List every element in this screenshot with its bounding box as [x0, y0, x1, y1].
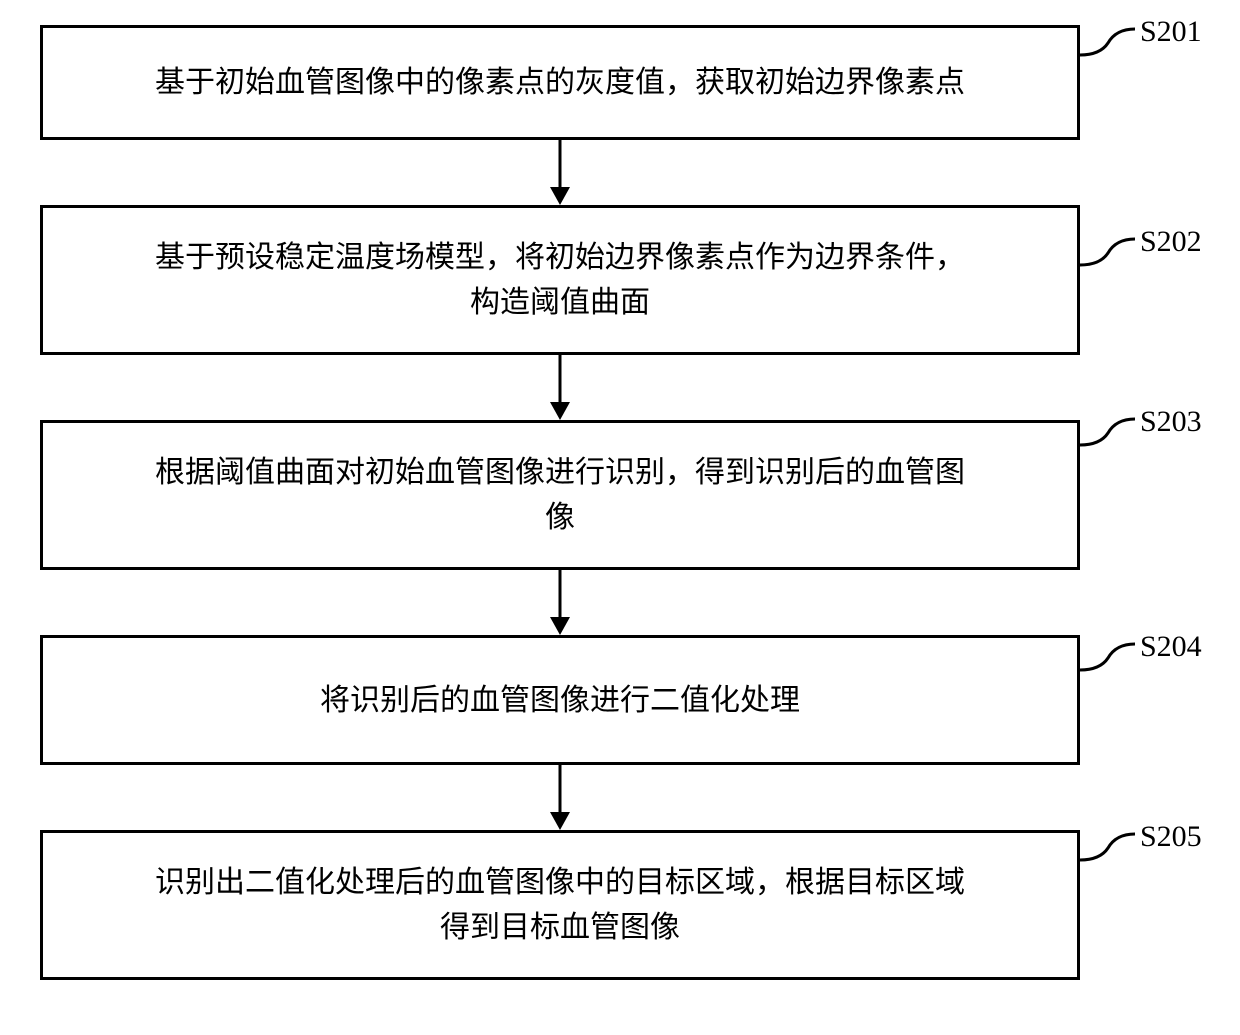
step-box-s202: 基于预设稳定温度场模型，将初始边界像素点作为边界条件， 构造阈值曲面: [40, 205, 1080, 355]
step-text-s201: 基于初始血管图像中的像素点的灰度值，获取初始边界像素点: [155, 60, 965, 105]
step-label-s203: S203: [1140, 405, 1202, 439]
step-label-s202: S202: [1140, 225, 1202, 259]
step-box-s205: 识别出二值化处理后的血管图像中的目标区域，根据目标区域 得到目标血管图像: [40, 830, 1080, 980]
step-text-s204: 将识别后的血管图像进行二值化处理: [320, 678, 800, 723]
arrow-head-s201-s202: [550, 187, 570, 205]
label-curve-s203: [1080, 415, 1135, 470]
arrow-head-s202-s203: [550, 402, 570, 420]
step-box-s204: 将识别后的血管图像进行二值化处理: [40, 635, 1080, 765]
step-text-s202-line1: 基于预设稳定温度场模型，将初始边界像素点作为边界条件，: [155, 241, 965, 274]
step-box-s201: 基于初始血管图像中的像素点的灰度值，获取初始边界像素点: [40, 25, 1080, 140]
arrow-head-s204-s205: [550, 812, 570, 830]
label-curve-s202: [1080, 235, 1135, 290]
step-label-s204: S204: [1140, 630, 1202, 664]
arrow-s204-s205: [559, 765, 562, 812]
flowchart-canvas: 基于初始血管图像中的像素点的灰度值，获取初始边界像素点 S201 基于预设稳定温…: [0, 0, 1240, 1035]
label-curve-s204: [1080, 640, 1135, 695]
arrow-head-s203-s204: [550, 617, 570, 635]
arrow-s201-s202: [559, 140, 562, 187]
arrow-s202-s203: [559, 355, 562, 402]
step-text-s203-line2: 像: [545, 501, 575, 534]
label-curve-s201: [1080, 25, 1135, 80]
step-label-s205: S205: [1140, 820, 1202, 854]
step-text-s205-line1: 识别出二值化处理后的血管图像中的目标区域，根据目标区域: [155, 866, 965, 899]
step-text-s203-line1: 根据阈值曲面对初始血管图像进行识别，得到识别后的血管图: [155, 456, 965, 489]
step-text-s202: 基于预设稳定温度场模型，将初始边界像素点作为边界条件， 构造阈值曲面: [155, 235, 965, 325]
arrow-s203-s204: [559, 570, 562, 617]
step-text-s202-line2: 构造阈值曲面: [470, 286, 650, 319]
step-box-s203: 根据阈值曲面对初始血管图像进行识别，得到识别后的血管图 像: [40, 420, 1080, 570]
label-curve-s205: [1080, 830, 1135, 885]
step-text-s205: 识别出二值化处理后的血管图像中的目标区域，根据目标区域 得到目标血管图像: [155, 860, 965, 950]
step-label-s201: S201: [1140, 15, 1202, 49]
step-text-s205-line2: 得到目标血管图像: [440, 911, 680, 944]
step-text-s203: 根据阈值曲面对初始血管图像进行识别，得到识别后的血管图 像: [155, 450, 965, 540]
